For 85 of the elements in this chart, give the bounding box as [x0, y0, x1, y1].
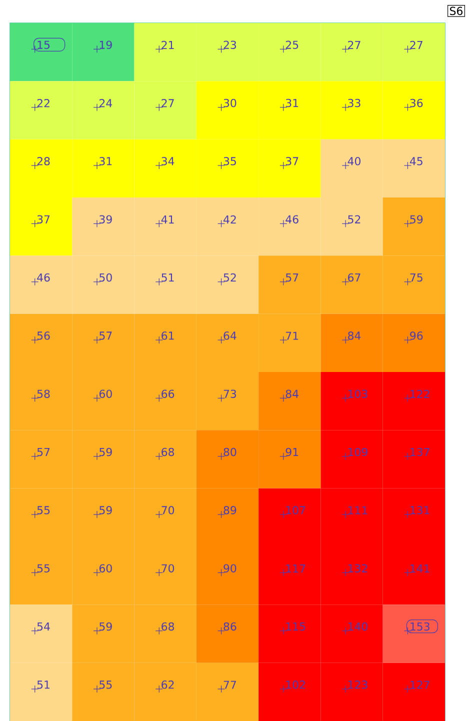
- data-label: 123: [348, 680, 368, 689]
- data-label: 102: [286, 680, 305, 689]
- data-label: 140: [348, 622, 368, 631]
- data-label: 77: [224, 680, 236, 689]
- data-label: 45: [410, 157, 422, 166]
- data-label: 22: [37, 99, 50, 108]
- data-label: 15: [38, 40, 50, 49]
- data-label: 62: [162, 680, 174, 689]
- data-label: 70: [162, 506, 174, 514]
- data-label: 84: [348, 332, 361, 340]
- data-label: 27: [348, 40, 360, 49]
- data-label: 59: [100, 506, 112, 514]
- data-label: 46: [286, 215, 298, 224]
- data-label: 137: [410, 448, 430, 456]
- data-label: 103: [348, 390, 368, 398]
- data-label: 141: [410, 564, 430, 572]
- data-label: 70: [162, 564, 174, 572]
- data-label: 115: [286, 622, 306, 631]
- data-label: 127: [410, 680, 430, 689]
- data-label: 58: [37, 390, 50, 398]
- data-label: 60: [99, 564, 112, 572]
- data-label: 71: [286, 332, 298, 340]
- data-label: 33: [348, 98, 360, 108]
- data-label: 73: [224, 390, 236, 398]
- data-label: 54: [37, 622, 50, 631]
- data-label: 111: [348, 506, 368, 514]
- data-label: 90: [224, 564, 236, 572]
- data-label: 52: [224, 273, 236, 282]
- data-label: 23: [224, 40, 236, 49]
- data-label: 96: [410, 332, 423, 340]
- data-label: 21: [162, 40, 174, 49]
- data-label: 84: [286, 390, 298, 398]
- data-label: 55: [37, 564, 50, 572]
- data-label: 60: [99, 390, 112, 398]
- data-label: 27: [162, 99, 174, 108]
- data-label: 122: [410, 390, 430, 398]
- data-label: 39: [100, 215, 112, 224]
- data-label: 37: [37, 215, 50, 224]
- data-label: 59: [100, 448, 112, 456]
- data-label: 50: [100, 273, 112, 282]
- data-label: 59: [410, 215, 423, 224]
- data-label: 109: [348, 448, 368, 456]
- data-label: 55: [37, 506, 50, 514]
- data-label: 131: [410, 506, 430, 514]
- data-label: 86: [224, 622, 236, 631]
- data-label: 153: [410, 622, 430, 631]
- data-label: 51: [162, 274, 174, 282]
- data-label: 37: [286, 157, 298, 166]
- data-label: 57: [37, 448, 50, 456]
- data-label: 107: [286, 506, 306, 514]
- data-label: 68: [162, 622, 174, 631]
- data-label: 132: [348, 564, 368, 572]
- data-label: 40: [348, 157, 360, 166]
- data-label: 66: [162, 390, 174, 398]
- data-label: 24: [99, 99, 112, 108]
- data-label: 64: [224, 332, 236, 340]
- data-label: 41: [161, 215, 174, 224]
- data-label: 80: [224, 448, 236, 456]
- data-label: 57: [286, 274, 298, 282]
- data-label: 19: [100, 40, 112, 49]
- data-label: 51: [37, 680, 50, 689]
- data-label: 59: [100, 622, 112, 631]
- data-label: 55: [100, 680, 112, 689]
- data-label: 61: [162, 332, 174, 340]
- data-label: 35: [224, 157, 236, 166]
- data-label: 91: [286, 448, 298, 456]
- data-label: 52: [348, 215, 360, 224]
- data-label: 30: [224, 98, 236, 108]
- data-label: 36: [410, 98, 423, 108]
- data-label: 27: [410, 40, 422, 49]
- data-label: 57: [100, 332, 112, 340]
- data-label: 68: [162, 448, 174, 456]
- data-label: 28: [37, 157, 50, 166]
- data-label: 34: [162, 157, 174, 166]
- data-label: 56: [37, 332, 50, 340]
- text: S6: [450, 6, 463, 16]
- data-label: 89: [224, 506, 236, 514]
- data-label: 42: [224, 215, 236, 224]
- data-label: 117: [286, 564, 306, 572]
- data-label: 67: [348, 273, 360, 282]
- data-label: 75: [410, 274, 422, 282]
- data-label: 31: [286, 98, 298, 108]
- data-label: 25: [286, 40, 298, 49]
- data-label: 46: [37, 273, 50, 282]
- data-label: 31: [100, 157, 112, 166]
